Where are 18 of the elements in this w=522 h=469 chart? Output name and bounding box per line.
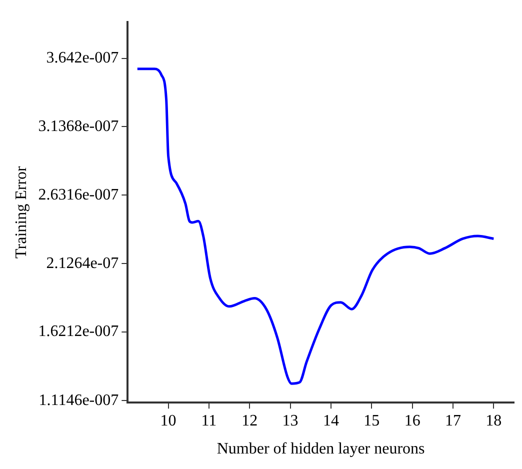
y-tick-label: 1.1146e-007 — [38, 392, 119, 409]
x-tick-label: 11 — [201, 412, 217, 430]
x-tick-label: 15 — [364, 412, 380, 430]
x-tick-label: 14 — [322, 412, 339, 430]
y-tick-label: 2.1264e-07 — [46, 254, 119, 272]
x-axis-title: Number of hidden layer neurons — [216, 440, 425, 458]
x-tick-label: 10 — [160, 412, 176, 430]
y-tick-label: 1.6212e-007 — [38, 323, 119, 340]
x-tick-label: 16 — [404, 412, 420, 430]
x-tick-label: 12 — [242, 412, 258, 430]
x-tick-label: 18 — [486, 412, 502, 430]
line-series — [136, 68, 495, 385]
y-tick-label: 3.1368e-007 — [38, 118, 119, 135]
y-tick-label: 3.642e-007 — [46, 50, 119, 66]
x-tick-label: 17 — [444, 412, 461, 430]
y-tick-label: 2.6316e-007 — [38, 186, 119, 204]
y-axis-title: Training Error — [12, 165, 30, 258]
x-tick-label: 13 — [282, 412, 298, 430]
